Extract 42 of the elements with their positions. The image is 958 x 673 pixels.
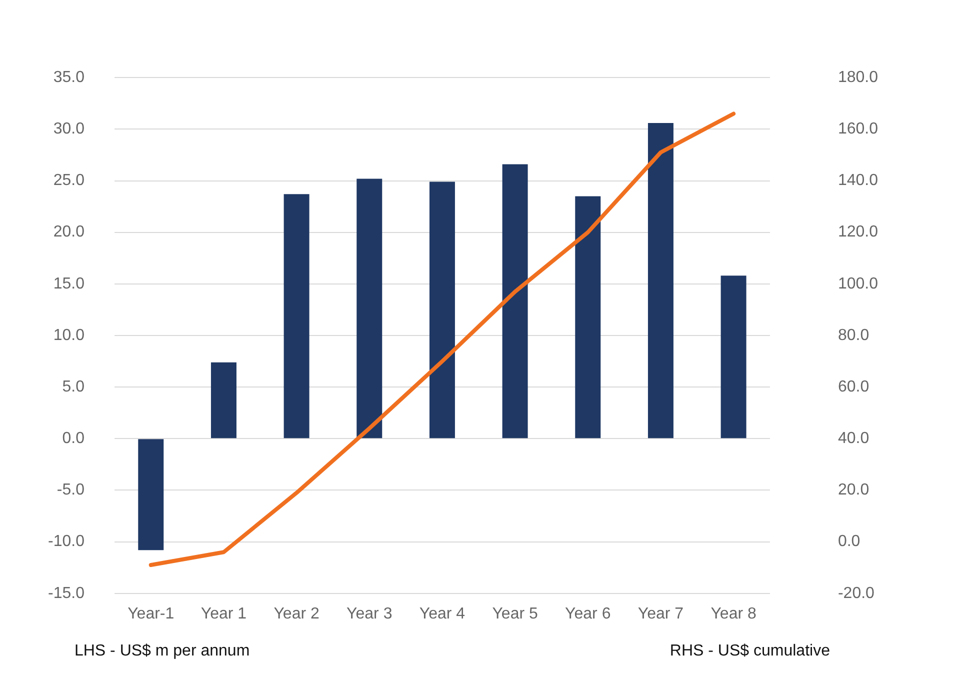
bar	[648, 122, 674, 438]
y2-tick-label: 120.0	[838, 224, 878, 241]
bar	[502, 164, 528, 438]
y-tick-label: 0.0	[62, 430, 85, 448]
y-tick-label: 20.0	[53, 224, 85, 241]
y2-tick-label: -20.0	[838, 584, 875, 602]
y-tick-label: 15.0	[53, 275, 85, 292]
y2-tick-label: 180.0	[838, 69, 878, 86]
bar	[138, 439, 164, 550]
y-tick-label: -15.0	[48, 584, 85, 602]
x-tick-label: Year 5	[492, 605, 538, 622]
x-tick-label: Year 2	[274, 605, 320, 622]
y2-tick-label: 0.0	[838, 533, 860, 550]
bar	[575, 196, 601, 438]
y2-tick-label: 100.0	[838, 275, 878, 292]
y-tick-label: 35.0	[53, 69, 85, 86]
y-tick-label: 10.0	[53, 326, 85, 344]
y-tick-label: 30.0	[53, 120, 85, 138]
x-tick-label: Year 8	[710, 605, 756, 622]
x-tick-label: Year 3	[346, 605, 392, 622]
x-tick-label: Year 4	[419, 605, 466, 622]
y2-tick-label: 80.0	[838, 326, 870, 344]
y2-tick-label: 60.0	[838, 378, 870, 396]
y-tick-label: 25.0	[53, 172, 85, 190]
bar	[429, 182, 455, 438]
y2-tick-label: 140.0	[838, 172, 878, 190]
y-tick-label: 5.0	[62, 378, 85, 396]
y-tick-label: -10.0	[48, 533, 85, 550]
x-tick-label: Year 1	[200, 605, 247, 622]
text: RHS - US$ cumulative	[670, 642, 830, 660]
text: LHS - US$ m per annum	[74, 642, 250, 660]
x-tick-label: Year 6	[565, 605, 611, 622]
bar	[284, 194, 310, 438]
y2-tick-label: 20.0	[838, 482, 870, 499]
x-tick-label: Year 7	[638, 605, 684, 622]
bar	[720, 276, 746, 438]
y2-tick-label: 40.0	[838, 430, 870, 448]
x-tick-label: Year-1	[128, 605, 174, 622]
bar	[356, 178, 382, 438]
bar	[210, 362, 236, 438]
y-tick-label: -5.0	[56, 482, 85, 499]
y2-tick-label: 160.0	[838, 120, 878, 138]
